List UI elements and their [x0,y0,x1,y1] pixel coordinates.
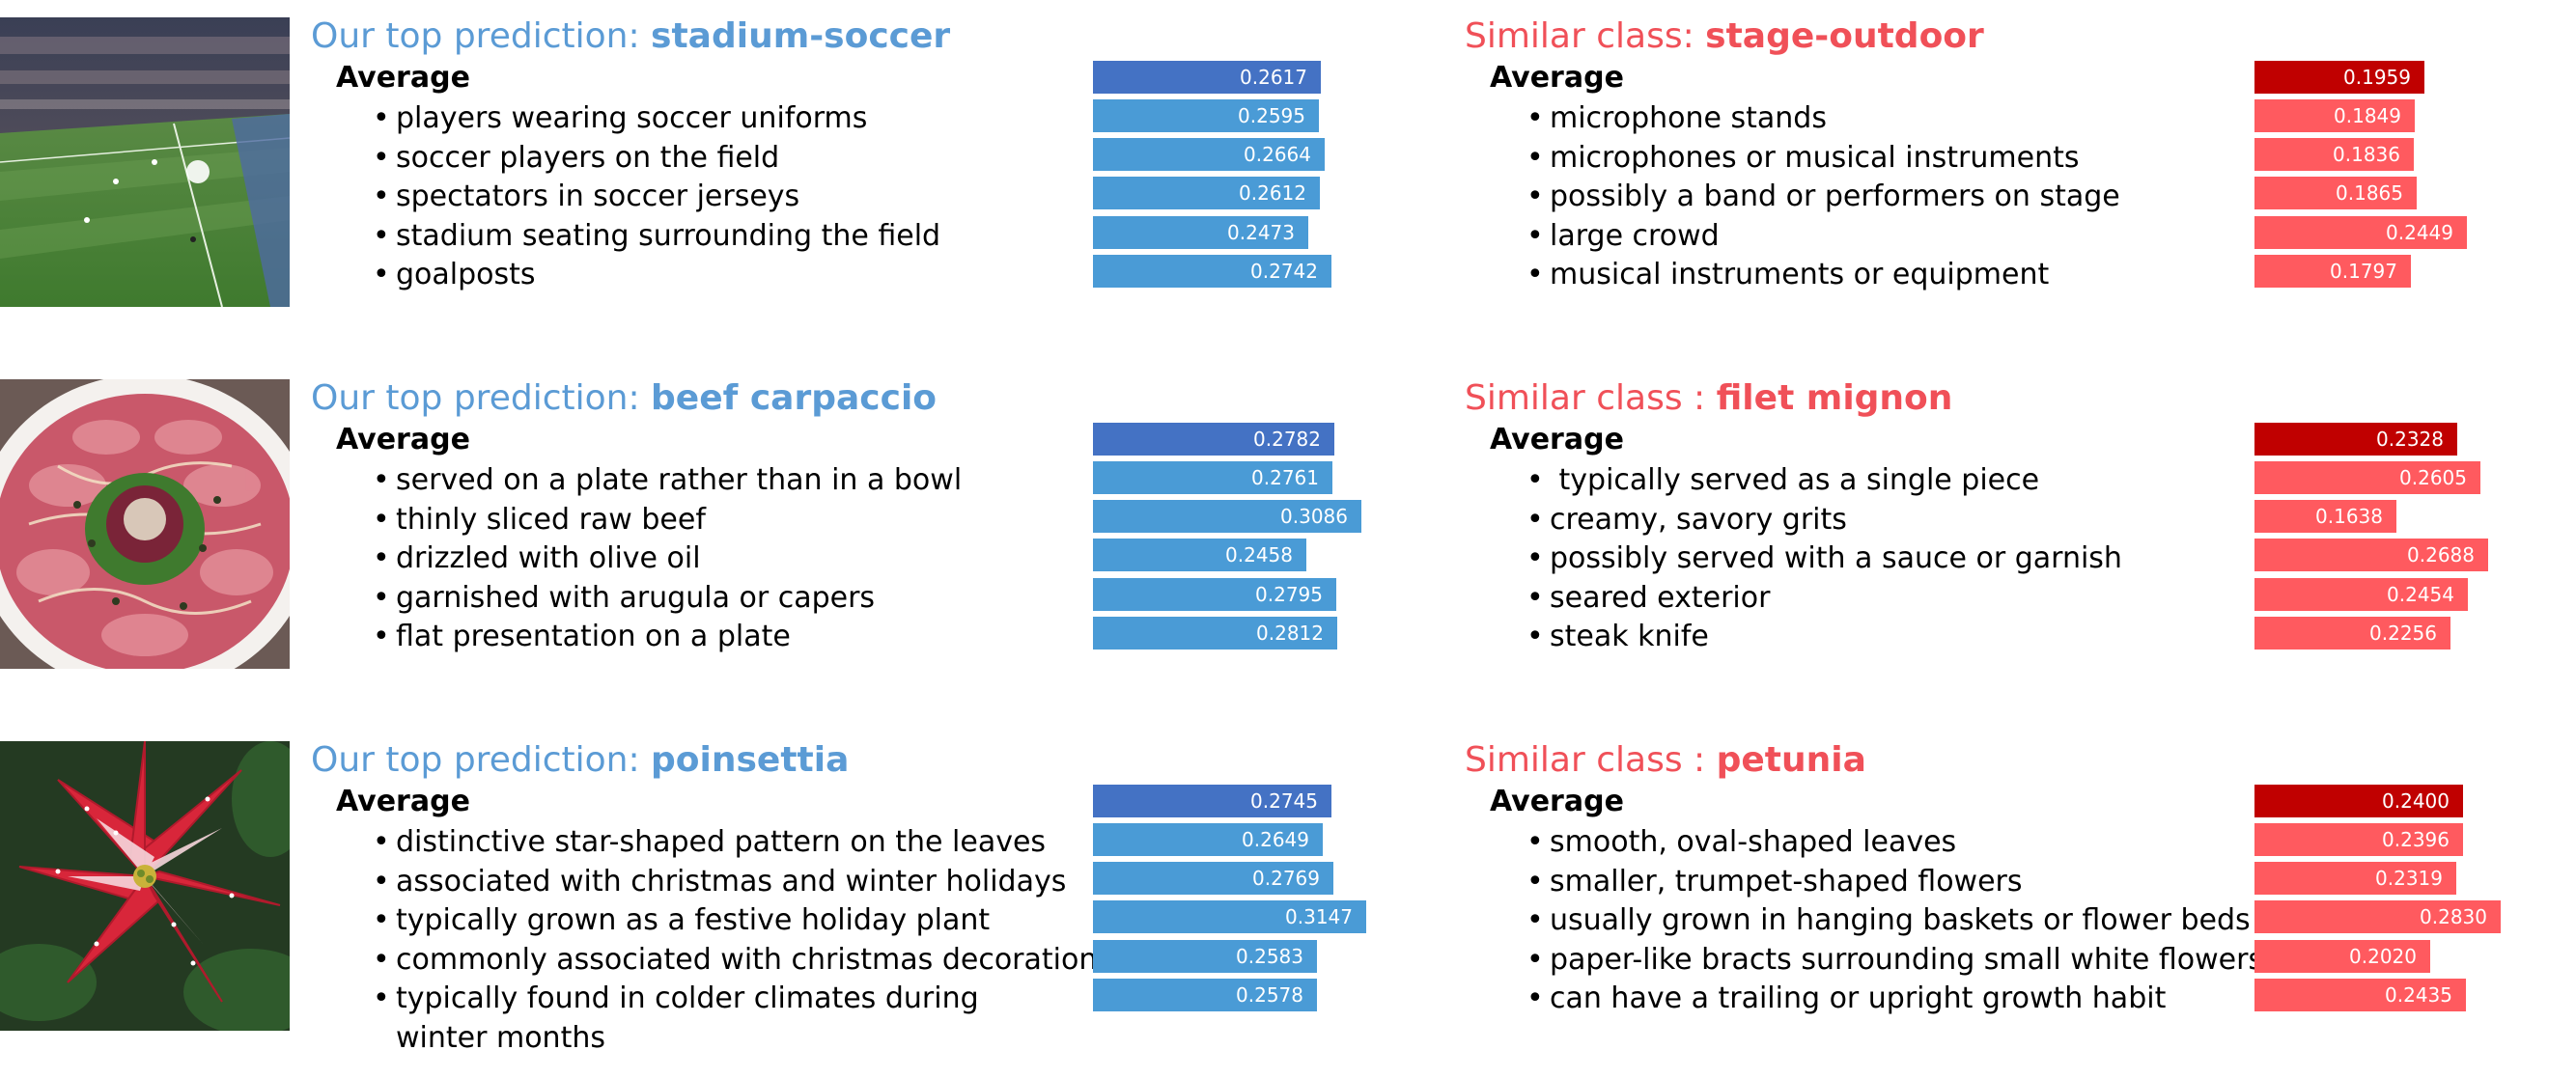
list-item: usually grown in hanging baskets or flow… [1490,901,2263,941]
list-item: steak knife [1490,618,2122,657]
attribute-score-bar: 0.2578 [1093,979,1317,1011]
attribute-score-bar: 0.2435 [2254,979,2466,1011]
attribute-score-bar: 0.2458 [1093,539,1306,571]
average-score-bar: 0.1959 [2254,61,2424,94]
list-item: stadium seating surrounding the field [336,217,940,257]
attribute-list: smooth, oval-shaped leaves smaller, trum… [1490,823,2263,1019]
list-item: smaller, trumpet-shaped flowers [1490,863,2263,902]
attribute-score-bar: 0.2256 [2254,617,2450,650]
list-item: possibly a band or performers on stage [1490,178,2120,217]
attribute-score-bar: 0.2595 [1093,99,1319,132]
list-item: served on a plate rather than in a bowl [336,461,962,501]
attribute-score-bar: 0.2396 [2254,823,2463,856]
list-item: typically served as a single piece [1490,461,2122,501]
average-score-bar: 0.2400 [2254,785,2463,817]
attribute-score-bar: 0.2812 [1093,617,1337,650]
list-item: drizzled with olive oil [336,539,962,579]
similar-class-title: Similar class : petunia [1465,740,1866,780]
average-label: Average [1490,423,1624,456]
list-item: thinly sliced raw beef [336,501,962,540]
average-score-bar: 0.2745 [1093,785,1331,817]
prediction-title: Our top prediction: beef carpaccio [311,378,938,418]
attribute-list: served on a plate rather than in a bowl … [336,461,962,657]
list-item: commonly associated with christmas decor… [336,941,1112,981]
result-row-3: Our top prediction: poinsettia Average d… [0,741,2576,1069]
list-item: can have a trailing or upright growth ha… [1490,980,2263,1019]
attribute-score-bar: 0.2605 [2254,461,2480,494]
attribute-score-bar: 0.1797 [2254,255,2411,288]
result-row-1: Our top prediction: stadium-soccer Avera… [0,17,2576,346]
attribute-list: microphone stands microphones or musical… [1490,99,2120,295]
list-item: large crowd [1490,217,2120,257]
list-item: associated with christmas and winter hol… [336,863,1112,902]
list-item: creamy, savory grits [1490,501,2122,540]
list-item: spectators in soccer jerseys [336,178,940,217]
attribute-score-bar: 0.2612 [1093,177,1320,209]
average-score-bar: 0.2328 [2254,423,2457,456]
list-item: paper-like bracts surrounding small whit… [1490,941,2263,981]
list-item: soccer players on the field [336,139,940,179]
list-item: goalposts [336,256,940,295]
soccer-stadium-photo [0,17,290,307]
attribute-score-bar: 0.3147 [1093,900,1366,933]
beef-carpaccio-photo [0,379,290,669]
average-label: Average [336,423,470,456]
list-item: smooth, oval-shaped leaves [1490,823,2263,863]
attribute-score-bar: 0.2020 [2254,940,2430,973]
attribute-score-bar: 0.2649 [1093,823,1323,856]
list-item: musical instruments or equipment [1490,256,2120,295]
prediction-title: Our top prediction: stadium-soccer [311,16,951,56]
list-item: typically found in colder climates durin… [336,980,1014,1058]
attribute-score-bar: 0.3086 [1093,500,1361,533]
prediction-title: Our top prediction: poinsettia [311,740,850,780]
poinsettia-photo [0,741,290,1031]
attribute-score-bar: 0.2664 [1093,138,1325,171]
average-label: Average [336,785,470,818]
attribute-score-bar: 0.2769 [1093,862,1333,895]
result-row-2: Our top prediction: beef carpaccio Avera… [0,379,2576,707]
list-item: garnished with arugula or capers [336,579,962,619]
list-item: players wearing soccer uniforms [336,99,940,139]
attribute-score-bar: 0.1849 [2254,99,2415,132]
list-item: microphone stands [1490,99,2120,139]
average-label: Average [336,61,470,95]
list-item: seared exterior [1490,579,2122,619]
attribute-score-bar: 0.2473 [1093,216,1308,249]
attribute-list: typically served as a single piece cream… [1490,461,2122,657]
attribute-score-bar: 0.2449 [2254,216,2467,249]
attribute-score-bar: 0.1836 [2254,138,2414,171]
average-label: Average [1490,61,1624,95]
list-item: microphones or musical instruments [1490,139,2120,179]
attribute-score-bar: 0.2454 [2254,578,2468,611]
attribute-score-bar: 0.1865 [2254,177,2417,209]
average-score-bar: 0.2617 [1093,61,1321,94]
attribute-score-bar: 0.1638 [2254,500,2396,533]
average-score-bar: 0.2782 [1093,423,1334,456]
attribute-score-bar: 0.2742 [1093,255,1331,288]
attribute-score-bar: 0.2830 [2254,900,2501,933]
list-item: distinctive star-shaped pattern on the l… [336,823,1112,863]
attribute-score-bar: 0.2583 [1093,940,1317,973]
attribute-score-bar: 0.2761 [1093,461,1332,494]
similar-class-title: Similar class : filet mignon [1465,378,1953,418]
similar-class-title: Similar class: stage-outdoor [1465,16,1984,56]
attribute-list: players wearing soccer uniforms soccer p… [336,99,940,295]
attribute-score-bar: 0.2795 [1093,578,1336,611]
list-item: flat presentation on a plate [336,618,962,657]
attribute-score-bar: 0.2688 [2254,539,2488,571]
attribute-score-bar: 0.2319 [2254,862,2456,895]
attribute-list: distinctive star-shaped pattern on the l… [336,823,1112,1058]
average-label: Average [1490,785,1624,818]
list-item: possibly served with a sauce or garnish [1490,539,2122,579]
list-item: typically grown as a festive holiday pla… [336,901,1112,941]
